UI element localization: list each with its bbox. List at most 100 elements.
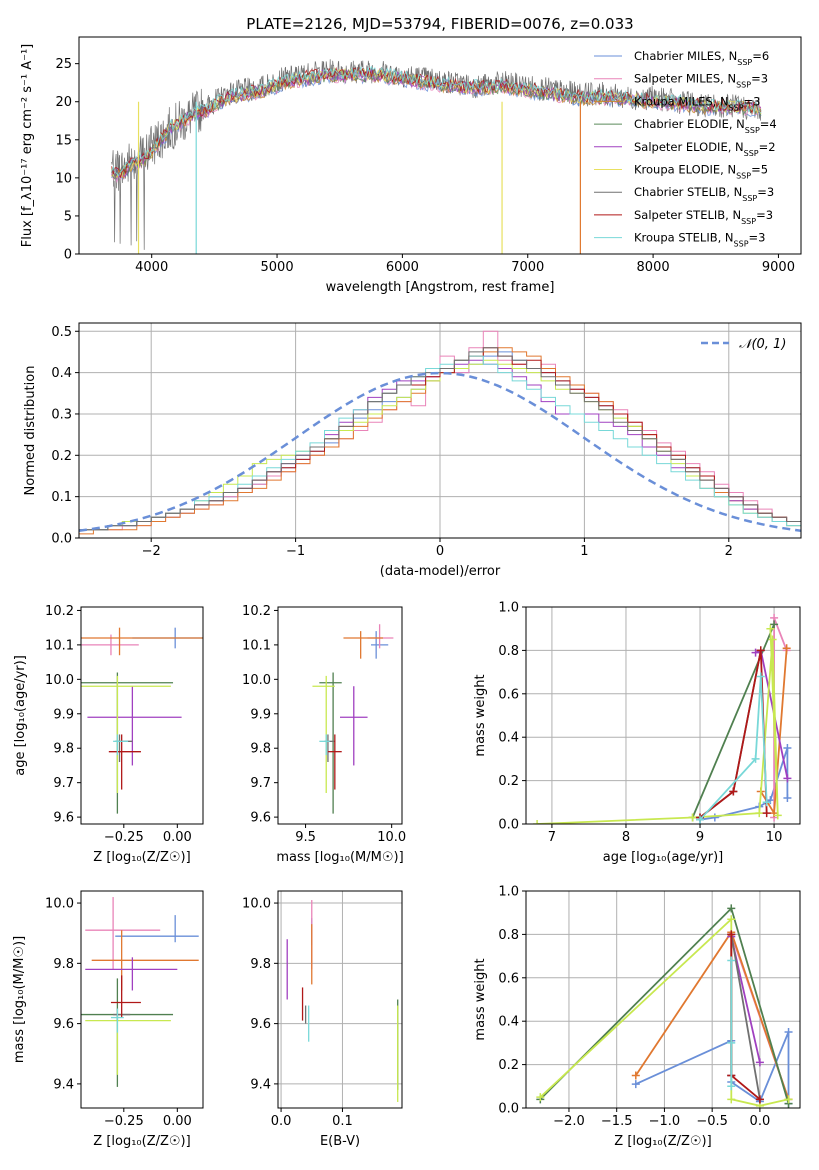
weight-marker: [751, 754, 760, 763]
legend-label: Salpeter STELIB, NSSP=3: [634, 208, 773, 226]
y-tick-label: 5: [64, 209, 72, 224]
panel-mass_weight_vs_age: 7 8 9 10 0.0 0.2 0.4 0.6 0.8 1.0 age [log₁₀(age/yr…: [473, 601, 801, 865]
figure-title: PLATE=2126, MJD=53794, FIBERID=0076, z=0…: [246, 15, 633, 33]
weight-marker: [762, 798, 771, 807]
x-tick-label: −0.25: [104, 830, 144, 845]
errorbar-point: [327, 734, 342, 790]
y-tick-label: 15: [55, 133, 72, 148]
x-tick-label: 2: [725, 544, 733, 559]
axes-frame: [277, 890, 403, 1109]
panel-residuals: −2 −1 0 1 2 0.0 0.1 0.2 0.3 0.4 0.5 (data-model)/er…: [23, 322, 802, 579]
weight-marker: [729, 787, 738, 796]
weight-marker: [755, 1095, 764, 1104]
x-axis-label: Z [log₁₀(Z/Z☉)]: [93, 1134, 190, 1149]
y-tick-label: 9.6: [250, 811, 271, 826]
weight-line: [537, 628, 779, 824]
weight-marker: [770, 620, 779, 629]
y-tick-label: 10.0: [45, 673, 74, 688]
weight-marker: [773, 811, 782, 820]
y-tick-label: 10.0: [242, 673, 271, 688]
errorbar-point: [115, 915, 199, 943]
legend-label: Kroupa STELIB, NSSP=3: [634, 231, 765, 249]
panel-age_vs_Z: −0.25 0.00 9.6 9.7 9.8 9.9 10.0 10.1 10.2 Z [log₁…: [13, 604, 204, 865]
weight-marker: [782, 644, 791, 653]
weight-marker: [756, 672, 765, 681]
weight-marker: [727, 956, 736, 965]
y-tick-label: 0.8: [498, 928, 519, 943]
x-tick-label: 9.5: [295, 830, 316, 845]
weight-marker: [766, 624, 775, 633]
y-tick-label: 0.2: [498, 1058, 519, 1073]
y-tick-label: 0: [64, 248, 72, 263]
legend-label: Chabrier MILES, NSSP=6: [634, 49, 769, 67]
x-tick-label: 0.0: [750, 1114, 771, 1129]
axes-frame: [80, 606, 204, 825]
y-tick-label: 0.2: [498, 774, 519, 789]
weight-line: [699, 676, 768, 821]
plot-area: [286, 900, 399, 1102]
x-tick-label: −2.0: [553, 1114, 585, 1129]
weight-marker: [631, 1080, 640, 1089]
weight-line: [635, 1031, 790, 1104]
weight-marker: [755, 809, 764, 818]
y-tick-label: 0.0: [498, 818, 519, 833]
x-axis-label: mass [log₁₀(M/M☉)]: [276, 850, 403, 865]
weight-marker: [533, 820, 542, 824]
errorbar-point: [343, 631, 384, 659]
weight-marker: [784, 1095, 793, 1104]
legend-label: 𝒩(0, 1): [739, 337, 786, 352]
weight-series: [727, 956, 736, 1091]
y-tick-label: 20: [55, 95, 72, 110]
x-tick-label: 8000: [637, 260, 670, 275]
x-tick-label: 8: [622, 830, 630, 845]
y-axis-label: mass weight: [473, 674, 488, 756]
plot-area: [81, 897, 199, 1087]
y-tick-label: 0.0: [51, 532, 72, 547]
weight-marker: [783, 793, 792, 802]
x-axis-label: Z [log₁₀(Z/Z☉)]: [614, 1134, 711, 1149]
errorbar-point: [113, 734, 129, 756]
y-tick-label: 10.1: [45, 638, 74, 653]
weight-marker: [762, 809, 771, 818]
errorbar-point: [340, 686, 368, 766]
y-tick-label: 10.0: [45, 897, 74, 912]
y-axis-label: age [log₁₀(age/yr)]: [13, 655, 28, 776]
weight-marker: [768, 635, 777, 644]
legend-label: Chabrier ELODIE, NSSP=4: [634, 117, 777, 135]
axes-frame: [525, 606, 801, 825]
plot-area: [111, 59, 762, 254]
x-tick-label: −1.0: [649, 1114, 681, 1129]
x-tick-label: 0.00: [163, 830, 192, 845]
y-tick-label: 0.2: [51, 449, 72, 464]
axes-frame: [277, 606, 403, 825]
y-tick-label: 9.7: [53, 776, 74, 791]
y-tick-label: 9.6: [250, 1017, 271, 1032]
x-tick-label: 4000: [135, 260, 168, 275]
panel-mass_vs_EBV: 0.0 0.1 9.4 9.6 9.8 10.0 E(B-V): [242, 890, 403, 1149]
y-tick-label: 9.8: [250, 957, 271, 972]
y-tick-label: 0.6: [498, 971, 519, 986]
y-tick-label: 25: [55, 57, 72, 72]
axes-frame: [525, 890, 801, 1109]
panel-mass_vs_Z: −0.25 0.00 9.4 9.6 9.8 10.0 Z [log₁₀(Z/Z☉)] mas…: [12, 890, 204, 1149]
weight-marker: [727, 1038, 736, 1047]
spectrum-model: [111, 65, 762, 177]
errorbar-point: [110, 1008, 124, 1033]
errorbar-point: [319, 672, 342, 814]
weight-series: [696, 672, 771, 824]
x-tick-label: −0.25: [104, 1114, 144, 1129]
y-axis-label: Normed distribution: [23, 366, 38, 496]
x-tick-label: 9: [696, 830, 704, 845]
y-tick-label: 9.8: [53, 742, 74, 757]
y-tick-label: 0.1: [51, 490, 72, 505]
weight-series: [533, 624, 782, 824]
x-tick-label: 0.0: [271, 1114, 292, 1129]
x-tick-label: 7000: [511, 260, 544, 275]
y-axis-label: Flux [f_λ10⁻¹⁷ erg cm⁻² s⁻¹ A⁻¹]: [20, 44, 35, 248]
histogram-series: [79, 347, 801, 538]
errorbar-point: [85, 897, 161, 970]
weight-marker: [783, 744, 792, 753]
panel-spectrum: 4000 5000 6000 7000 8000 9000 0 5 10 15 20 25 wavele…: [20, 36, 802, 295]
x-tick-label: 5000: [261, 260, 294, 275]
